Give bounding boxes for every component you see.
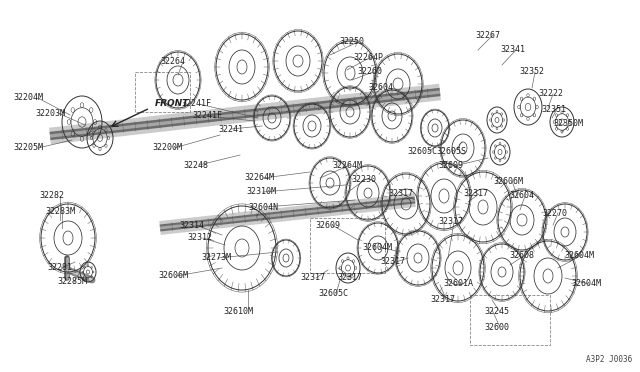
Text: FRONT: FRONT — [155, 99, 189, 108]
Text: 32351: 32351 — [541, 105, 566, 113]
Text: 32281: 32281 — [47, 263, 72, 273]
Text: 32604M: 32604M — [564, 250, 594, 260]
Text: 32264: 32264 — [161, 58, 186, 67]
Text: 32606M: 32606M — [158, 272, 188, 280]
Text: 32604: 32604 — [369, 83, 394, 92]
Text: 32250: 32250 — [339, 38, 365, 46]
Text: 32222: 32222 — [538, 90, 563, 99]
Text: 32267: 32267 — [476, 31, 500, 39]
Text: 32203M: 32203M — [35, 109, 65, 118]
Text: 32273M: 32273M — [201, 253, 231, 263]
Text: 32317: 32317 — [463, 189, 488, 199]
Text: 32609: 32609 — [316, 221, 340, 230]
Text: 32317: 32317 — [301, 273, 326, 282]
Text: 32605C: 32605C — [318, 289, 348, 298]
Text: 32241F: 32241F — [192, 112, 222, 121]
Text: 32608: 32608 — [509, 250, 534, 260]
Text: 32317: 32317 — [438, 218, 463, 227]
Text: 32270: 32270 — [543, 208, 568, 218]
Text: 32605C: 32605C — [407, 148, 437, 157]
Text: 32317: 32317 — [431, 295, 456, 304]
Text: 32204M: 32204M — [13, 93, 43, 103]
Text: 32601A: 32601A — [443, 279, 473, 289]
Text: 32200M: 32200M — [152, 144, 182, 153]
Text: 32317: 32317 — [381, 257, 406, 266]
Text: 32241: 32241 — [218, 125, 243, 134]
Text: 32310M: 32310M — [246, 187, 276, 196]
Text: 32264P: 32264P — [353, 52, 383, 61]
Text: 32605S: 32605S — [436, 148, 466, 157]
Text: A3P2 J0036: A3P2 J0036 — [586, 355, 632, 364]
Bar — [135, 72, 190, 112]
Text: 32610M: 32610M — [223, 308, 253, 317]
Text: 32317: 32317 — [337, 273, 362, 282]
Text: 32264M: 32264M — [244, 173, 274, 183]
Text: 32600: 32600 — [484, 323, 509, 331]
Text: 32350M: 32350M — [553, 119, 583, 128]
Text: 32352: 32352 — [520, 67, 545, 77]
Text: 32604N: 32604N — [248, 202, 278, 212]
Text: 32312: 32312 — [188, 234, 212, 243]
Text: 32604M: 32604M — [571, 279, 601, 289]
Bar — [310, 218, 385, 273]
Text: 32260: 32260 — [358, 67, 383, 77]
Text: 32241F: 32241F — [181, 99, 211, 109]
Text: 32606M: 32606M — [493, 176, 523, 186]
Text: 32604: 32604 — [509, 192, 534, 201]
Text: 32314: 32314 — [179, 221, 205, 230]
Text: 32264M: 32264M — [332, 160, 362, 170]
Text: 32609: 32609 — [438, 161, 463, 170]
Text: 32317: 32317 — [388, 189, 413, 199]
Text: 32282: 32282 — [40, 192, 65, 201]
Text: 32604M: 32604M — [362, 243, 392, 251]
Text: 32245: 32245 — [484, 308, 509, 317]
Text: 32341: 32341 — [500, 45, 525, 55]
Text: 32230: 32230 — [351, 174, 376, 183]
Text: 32248: 32248 — [184, 160, 209, 170]
Text: 32285M: 32285M — [57, 278, 87, 286]
Bar — [470, 295, 550, 345]
Text: 32205M: 32205M — [13, 144, 43, 153]
Text: 32283M: 32283M — [45, 206, 75, 215]
